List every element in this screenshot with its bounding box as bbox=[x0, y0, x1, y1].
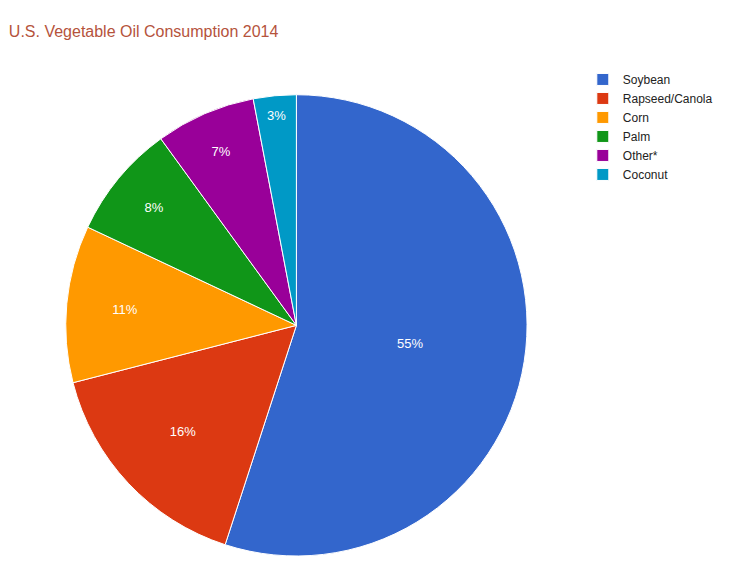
svg-text:11%: 11% bbox=[112, 302, 137, 317]
svg-text:Rapseed/Canola: Rapseed/Canola bbox=[623, 92, 713, 106]
svg-text:Other*: Other* bbox=[623, 149, 658, 163]
svg-text:8%: 8% bbox=[144, 200, 163, 215]
svg-text:Palm: Palm bbox=[623, 130, 650, 144]
svg-text:16%: 16% bbox=[170, 424, 196, 439]
svg-text:U.S. Vegetable Oil Consumption: U.S. Vegetable Oil Consumption 2014 bbox=[9, 23, 279, 40]
svg-text:55%: 55% bbox=[397, 336, 423, 351]
svg-text:3%: 3% bbox=[267, 108, 286, 123]
svg-text:Soybean: Soybean bbox=[623, 73, 670, 87]
svg-text:Corn: Corn bbox=[623, 111, 649, 125]
svg-text:Coconut: Coconut bbox=[623, 168, 668, 182]
svg-text:7%: 7% bbox=[212, 144, 231, 159]
